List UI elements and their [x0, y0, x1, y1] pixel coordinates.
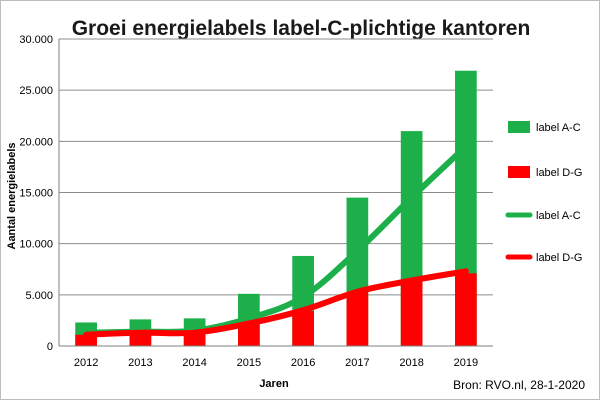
x-tick-label-2012: 2012	[74, 357, 98, 369]
y-tick-label-0: 0	[47, 341, 53, 353]
bar-layer	[75, 70, 477, 347]
legend-label-3: label D-G	[536, 252, 582, 264]
bar-label-D-G-2019	[455, 273, 477, 346]
x-tick-label-2014: 2014	[182, 357, 206, 369]
bar-label-D-G-2017	[346, 291, 369, 346]
bar-label-D-G-2018	[400, 281, 423, 346]
y-tick-labels: 0 5.000 10.000 15.000 20.000 25.000 30.000	[19, 34, 53, 353]
source-note: Bron: RVO.nl, 28-1-2020	[453, 378, 585, 392]
x-tick-label-2013: 2013	[128, 357, 152, 369]
legend-label-1: label D-G	[536, 167, 582, 179]
legend-label-2: label A-C	[536, 210, 581, 222]
x-tick-label-2015: 2015	[237, 357, 261, 369]
y-tick-label-1: 5.000	[25, 290, 53, 302]
legend-swatch-bar-1	[508, 166, 530, 178]
y-tick-label-4: 20.000	[19, 136, 53, 148]
grid-lines	[59, 38, 493, 347]
line-series-label-D-G	[83, 268, 469, 338]
y-tick-label-5: 25.000	[19, 85, 53, 97]
legend-label-0: label A-C	[536, 122, 581, 134]
y-axis-title: Aantal energielabels	[6, 143, 18, 250]
bar-label-D-G-2012	[75, 334, 97, 346]
x-tick-label-2016: 2016	[291, 357, 315, 369]
x-tick-labels: 2012 2013 2014 2015 2016 2017 2018 2019	[74, 357, 478, 369]
y-tick-label-3: 15.000	[19, 188, 53, 200]
legend-swatch-bar-0	[508, 121, 530, 133]
line-layer	[83, 143, 469, 338]
axes	[58, 39, 493, 347]
legend: label A-C label D-G label A-C label D-G	[505, 121, 582, 264]
bar-label-D-G-2016	[292, 311, 314, 346]
chart-title: Groei energielabels label-C-plichtige ka…	[72, 17, 531, 40]
x-tick-label-2019: 2019	[454, 357, 478, 369]
x-axis-title: Jaren	[259, 378, 289, 390]
y-tick-label-2: 10.000	[19, 239, 53, 251]
x-tick-label-2017: 2017	[345, 357, 369, 369]
y-tick-label-6: 30.000	[19, 34, 53, 46]
x-tick-label-2018: 2018	[399, 357, 423, 369]
bar-label-D-G-2013	[129, 332, 152, 346]
